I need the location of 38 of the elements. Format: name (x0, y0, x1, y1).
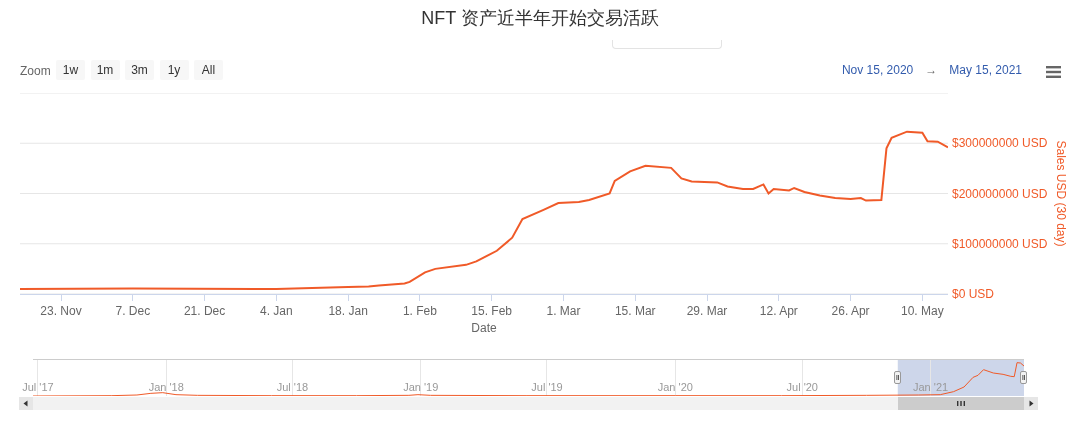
y-tick-label: $0 USD (952, 287, 995, 302)
button: 1y (159, 60, 189, 80)
text: Nov 15, 2020 (841, 63, 914, 77)
x-tick-label: 26. Apr (831, 304, 870, 319)
y-tick-label: $300000000 USD (952, 136, 1048, 151)
x-tick-label: 21. Dec (183, 304, 226, 319)
button: 1w (56, 60, 85, 80)
text: Zoom (20, 64, 51, 78)
x-tick-label: 15. Mar (614, 304, 656, 319)
x-tick-label: 10. May (901, 304, 944, 319)
x-tick-label: 29. Mar (686, 304, 728, 319)
x-tick-label: Jul '17 (22, 380, 54, 393)
button: All (194, 60, 223, 80)
x-tick-label: 7. Dec (115, 304, 151, 319)
line-series (20, 130, 948, 290)
x-tick-label: 12. Apr (759, 304, 798, 319)
x-tick-label: Jan '19 (403, 380, 439, 393)
x-tick-label: 18. Jan (328, 304, 368, 319)
y-tick-label: $100000000 USD (952, 236, 1048, 251)
x-tick-label: Jan '18 (148, 380, 184, 393)
x-tick-label: 15. Feb (471, 304, 513, 319)
y-tick-label: $200000000 USD (952, 186, 1048, 201)
x-tick-label: Jan '20 (657, 380, 693, 393)
x-axis-title: Date (471, 321, 497, 336)
button: 3m (125, 60, 154, 80)
x-tick-label: Jul '19 (531, 380, 563, 393)
x-tick-label: 23. Nov (40, 304, 82, 319)
x-tick-label: 1. Feb (402, 304, 438, 319)
y-axis-title: Sales USD (30 day) (1053, 140, 1068, 247)
x-tick-label: Jul '20 (786, 380, 818, 393)
x-tick-label: Jan '21 (912, 380, 949, 393)
text: May 15, 2021 (949, 63, 1022, 77)
x-tick-label: 4. Jan (260, 304, 293, 319)
button: 1m (90, 60, 120, 80)
x-tick-label: Jul '18 (276, 380, 309, 393)
text: → (925, 63, 938, 77)
x-tick-label: 1. Mar (546, 304, 581, 319)
chart-title: NFT 资产近半年开始交易活跃 (421, 8, 659, 29)
